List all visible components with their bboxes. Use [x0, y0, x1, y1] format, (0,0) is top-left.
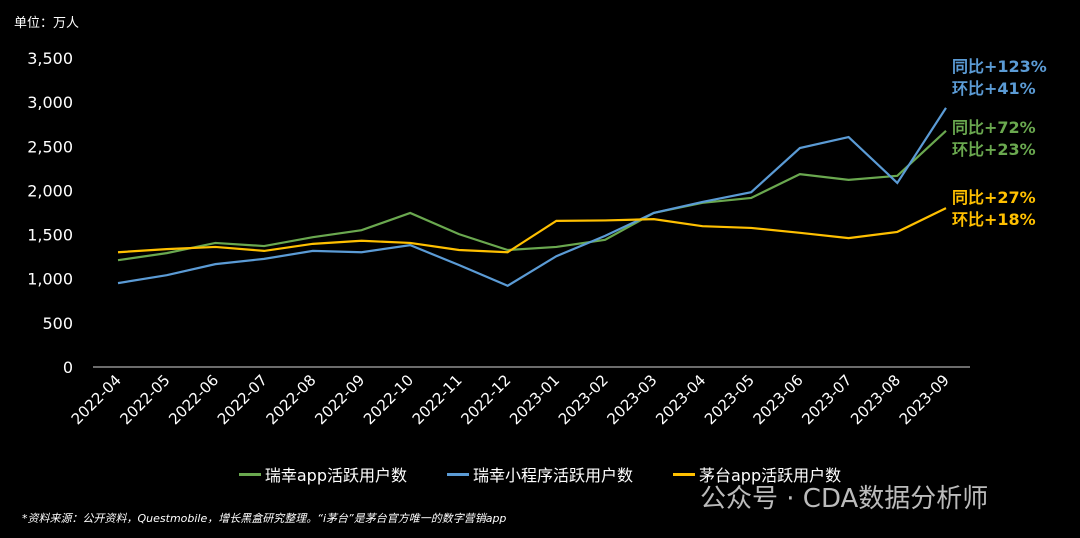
legend-swatch: [673, 472, 695, 476]
y-tick-label: 3,500: [27, 49, 73, 68]
x-tick-label: 2022-08: [263, 371, 320, 428]
annotation-moutai-app: 同比+27% 环比+18%: [952, 187, 1036, 231]
x-tick-label: 2022-06: [165, 371, 222, 428]
annotation-line: 环比+41%: [952, 79, 1036, 98]
y-tick-label: 1,500: [27, 226, 73, 245]
x-tick-label: 2023-05: [701, 371, 758, 428]
x-tick-label: 2023-01: [506, 371, 563, 428]
legend-swatch: [446, 472, 469, 476]
annotation-miniprogram: 同比+123% 环比+41%: [952, 56, 1047, 100]
series-line-1: [117, 107, 947, 288]
y-tick-label: 2,000: [27, 181, 73, 200]
y-tick-label: 1,000: [27, 270, 73, 289]
source-note: *资料来源：公开资料，Questmobile，增长黑盒研究整理。“i茅台”是茅台…: [22, 512, 507, 525]
x-tick-label: 2023-06: [750, 371, 807, 428]
x-tick-label: 2022-09: [311, 371, 368, 428]
x-tick-label: 2022-12: [457, 371, 514, 428]
x-tick-label: 2023-07: [798, 371, 855, 428]
legend-label: 瑞幸app活跃用户数: [264, 466, 407, 485]
watermark: 公众号 · CDA数据分析师: [700, 484, 989, 514]
series-line-2: [117, 207, 947, 254]
annotation-luckin-app: 同比+72% 环比+23%: [952, 117, 1036, 161]
legend-item-moutai-app: 茅台app活跃用户数: [673, 462, 841, 486]
y-tick-label: 3,000: [27, 93, 73, 112]
x-tick-label: 2023-04: [652, 371, 709, 428]
annotation-line: 同比+123%: [952, 57, 1047, 76]
x-tick-label: 2022-04: [68, 371, 125, 428]
y-tick-label: 2,500: [27, 137, 73, 156]
legend: 瑞幸app活跃用户数 瑞幸小程序活跃用户数 茅台app活跃用户数: [0, 462, 1080, 486]
series-line-0: [117, 130, 947, 262]
x-tick-label: 2023-09: [896, 371, 953, 428]
legend-item-luckin-app: 瑞幸app活跃用户数: [238, 462, 407, 486]
annotation-line: 同比+72%: [952, 118, 1036, 137]
y-tick-label: 500: [42, 314, 73, 333]
legend-label: 茅台app活跃用户数: [699, 466, 842, 485]
x-tick-label: 2022-11: [409, 371, 466, 428]
line-chart: 0 500 1,000 1,500 2,000 2,500 3,000 3,500 2022-0…: [27, 49, 970, 428]
unit-label: 单位：万人: [14, 16, 80, 31]
legend-swatch: [238, 472, 261, 476]
y-tick-label: 0: [63, 358, 73, 377]
x-tick-label: 2023-08: [847, 371, 904, 428]
x-tick-label: 2023-03: [604, 371, 661, 428]
annotation-line: 环比+18%: [952, 210, 1036, 229]
annotation-line: 环比+23%: [952, 140, 1036, 159]
x-tick-label: 2023-02: [555, 371, 612, 428]
x-tick-label: 2022-05: [116, 371, 173, 428]
x-tick-label: 2022-10: [360, 371, 417, 428]
annotation-line: 同比+27%: [952, 188, 1036, 207]
legend-item-luckin-miniprogram: 瑞幸小程序活跃用户数: [446, 462, 633, 486]
x-tick-label: 2022-07: [214, 371, 271, 428]
legend-label: 瑞幸小程序活跃用户数: [472, 466, 633, 485]
